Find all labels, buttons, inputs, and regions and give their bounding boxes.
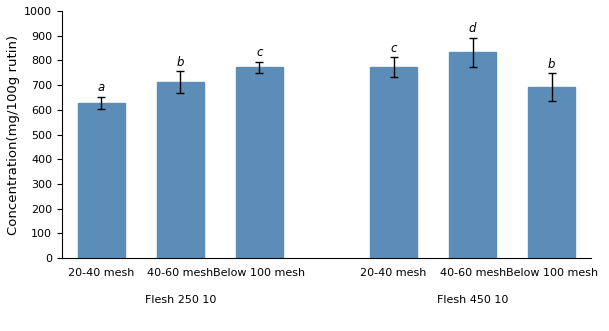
- Bar: [449, 53, 496, 258]
- Text: a: a: [97, 81, 105, 94]
- Text: c: c: [390, 42, 397, 55]
- Bar: [77, 103, 125, 258]
- Text: b: b: [177, 56, 184, 69]
- Text: Flesh 250 10: Flesh 250 10: [145, 295, 216, 305]
- Text: b: b: [548, 58, 555, 71]
- Bar: [157, 82, 204, 258]
- Y-axis label: Concentration(mg/100g rutin): Concentration(mg/100g rutin): [7, 34, 20, 235]
- Text: c: c: [256, 46, 262, 59]
- Text: Flesh 450 10: Flesh 450 10: [437, 295, 509, 305]
- Bar: [236, 67, 283, 258]
- Text: d: d: [469, 22, 476, 35]
- Bar: [528, 87, 576, 258]
- Bar: [370, 67, 417, 258]
